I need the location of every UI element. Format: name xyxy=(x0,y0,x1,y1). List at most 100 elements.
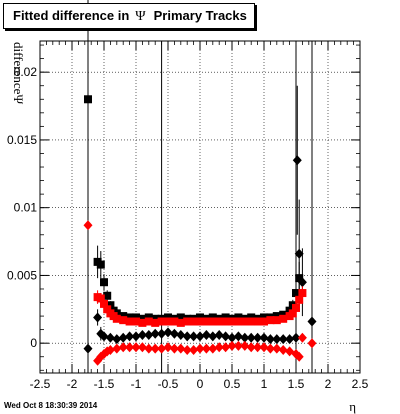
data-point-diamond xyxy=(125,342,135,353)
data-point-square xyxy=(125,317,134,326)
data-point-square xyxy=(125,313,134,322)
data-point-square xyxy=(288,309,297,318)
data-point-diamond xyxy=(292,155,302,166)
x-tick-label: 1 xyxy=(261,377,268,391)
data-point-square xyxy=(196,317,204,326)
data-point-square xyxy=(272,312,281,321)
title-psi-symbol: Ψ xyxy=(135,9,146,24)
data-point-diamond xyxy=(118,332,128,343)
data-point-square xyxy=(208,317,217,326)
data-point-square xyxy=(119,316,128,325)
data-point-diamond xyxy=(150,328,160,339)
x-tick-label: 0 xyxy=(197,377,204,391)
data-point-diamond xyxy=(131,331,141,342)
data-point-square xyxy=(164,313,172,322)
data-point-diamond xyxy=(83,343,93,354)
data-point-diamond xyxy=(265,343,275,354)
data-point-diamond xyxy=(259,332,269,343)
y-tick-label: 0.005 xyxy=(7,268,37,282)
data-point-square xyxy=(234,313,243,322)
x-tick-label: -1 xyxy=(131,377,142,391)
data-point-diamond xyxy=(253,332,263,343)
data-point-square xyxy=(189,317,198,326)
data-point-square xyxy=(144,313,153,322)
data-point-diamond xyxy=(137,330,147,341)
data-point-square xyxy=(164,317,172,326)
data-point-diamond xyxy=(182,331,192,342)
x-tick-label: 1.5 xyxy=(288,377,305,391)
data-point-square xyxy=(215,317,224,326)
data-point-diamond xyxy=(157,343,167,354)
data-point-square xyxy=(138,318,147,327)
title-suffix: Primary Tracks xyxy=(153,8,247,23)
data-point-diamond xyxy=(112,334,122,345)
y-tick-label: 0.01 xyxy=(14,201,38,215)
data-point-square xyxy=(103,305,112,314)
data-point-diamond xyxy=(233,331,243,342)
data-point-square xyxy=(176,313,185,322)
series-square-black xyxy=(84,0,304,323)
data-point-square xyxy=(260,317,268,326)
data-point-diamond xyxy=(125,331,135,342)
data-point-diamond xyxy=(182,344,192,355)
data-point-square xyxy=(106,301,115,310)
data-point-diamond xyxy=(169,328,179,339)
timestamp: Wed Oct 8 18:30:39 2014 xyxy=(4,401,98,410)
data-point-square xyxy=(132,317,140,326)
data-point-square xyxy=(138,314,147,323)
data-point-diamond xyxy=(157,328,167,339)
data-point-diamond xyxy=(291,332,301,343)
data-point-square xyxy=(183,317,192,326)
data-point-diamond xyxy=(83,220,93,231)
data-point-square xyxy=(208,313,217,322)
x-tick-label: -2 xyxy=(67,377,78,391)
data-point-diamond xyxy=(105,332,115,343)
data-point-square xyxy=(132,313,140,322)
x-tick-label: -0.5 xyxy=(158,377,179,391)
series-diamond-black xyxy=(83,85,317,354)
data-point-square xyxy=(84,95,92,104)
data-point-diamond xyxy=(189,344,199,355)
data-point-square xyxy=(253,317,262,326)
data-point-diamond xyxy=(233,340,243,351)
data-point-diamond xyxy=(297,332,307,343)
title-box: Fitted difference in Ψ Primary Tracks xyxy=(3,3,255,29)
x-tick-label: -2.5 xyxy=(30,377,51,391)
data-point-diamond xyxy=(294,351,304,362)
series-diamond-red xyxy=(83,220,317,366)
data-point-diamond xyxy=(208,331,218,342)
data-point-diamond xyxy=(144,343,154,354)
data-point-square xyxy=(221,317,230,326)
data-point-square xyxy=(196,313,204,322)
data-point-square xyxy=(298,289,307,298)
data-point-diamond xyxy=(201,330,211,341)
data-point-diamond xyxy=(189,331,199,342)
data-point-diamond xyxy=(195,343,205,354)
data-point-diamond xyxy=(163,327,173,338)
chart-title: Fitted difference in Ψ Primary Tracks xyxy=(13,8,247,25)
data-point-diamond xyxy=(176,343,186,354)
data-point-diamond xyxy=(278,344,288,355)
data-point-diamond xyxy=(246,332,256,343)
data-point-square xyxy=(292,289,300,298)
data-point-square xyxy=(157,317,166,326)
data-point-diamond xyxy=(278,334,288,345)
data-point-diamond xyxy=(246,342,256,353)
data-point-square xyxy=(144,317,153,326)
data-point-diamond xyxy=(99,331,109,342)
data-point-square xyxy=(112,314,121,323)
data-point-diamond xyxy=(131,342,141,353)
x-tick-label: 2 xyxy=(325,377,332,391)
x-tick-label: -1.5 xyxy=(94,377,115,391)
axis-ticks xyxy=(39,41,361,373)
y-axis-title: differenceΨ xyxy=(11,42,26,104)
data-point-square xyxy=(234,317,243,326)
data-point-square xyxy=(228,317,236,326)
data-point-square xyxy=(295,295,304,304)
title-prefix: Fitted difference in xyxy=(13,8,130,23)
data-point-diamond xyxy=(294,248,304,259)
data-point-square xyxy=(279,314,288,323)
data-point-diamond xyxy=(208,343,218,354)
data-point-diamond xyxy=(265,334,275,345)
data-point-square xyxy=(170,317,179,326)
